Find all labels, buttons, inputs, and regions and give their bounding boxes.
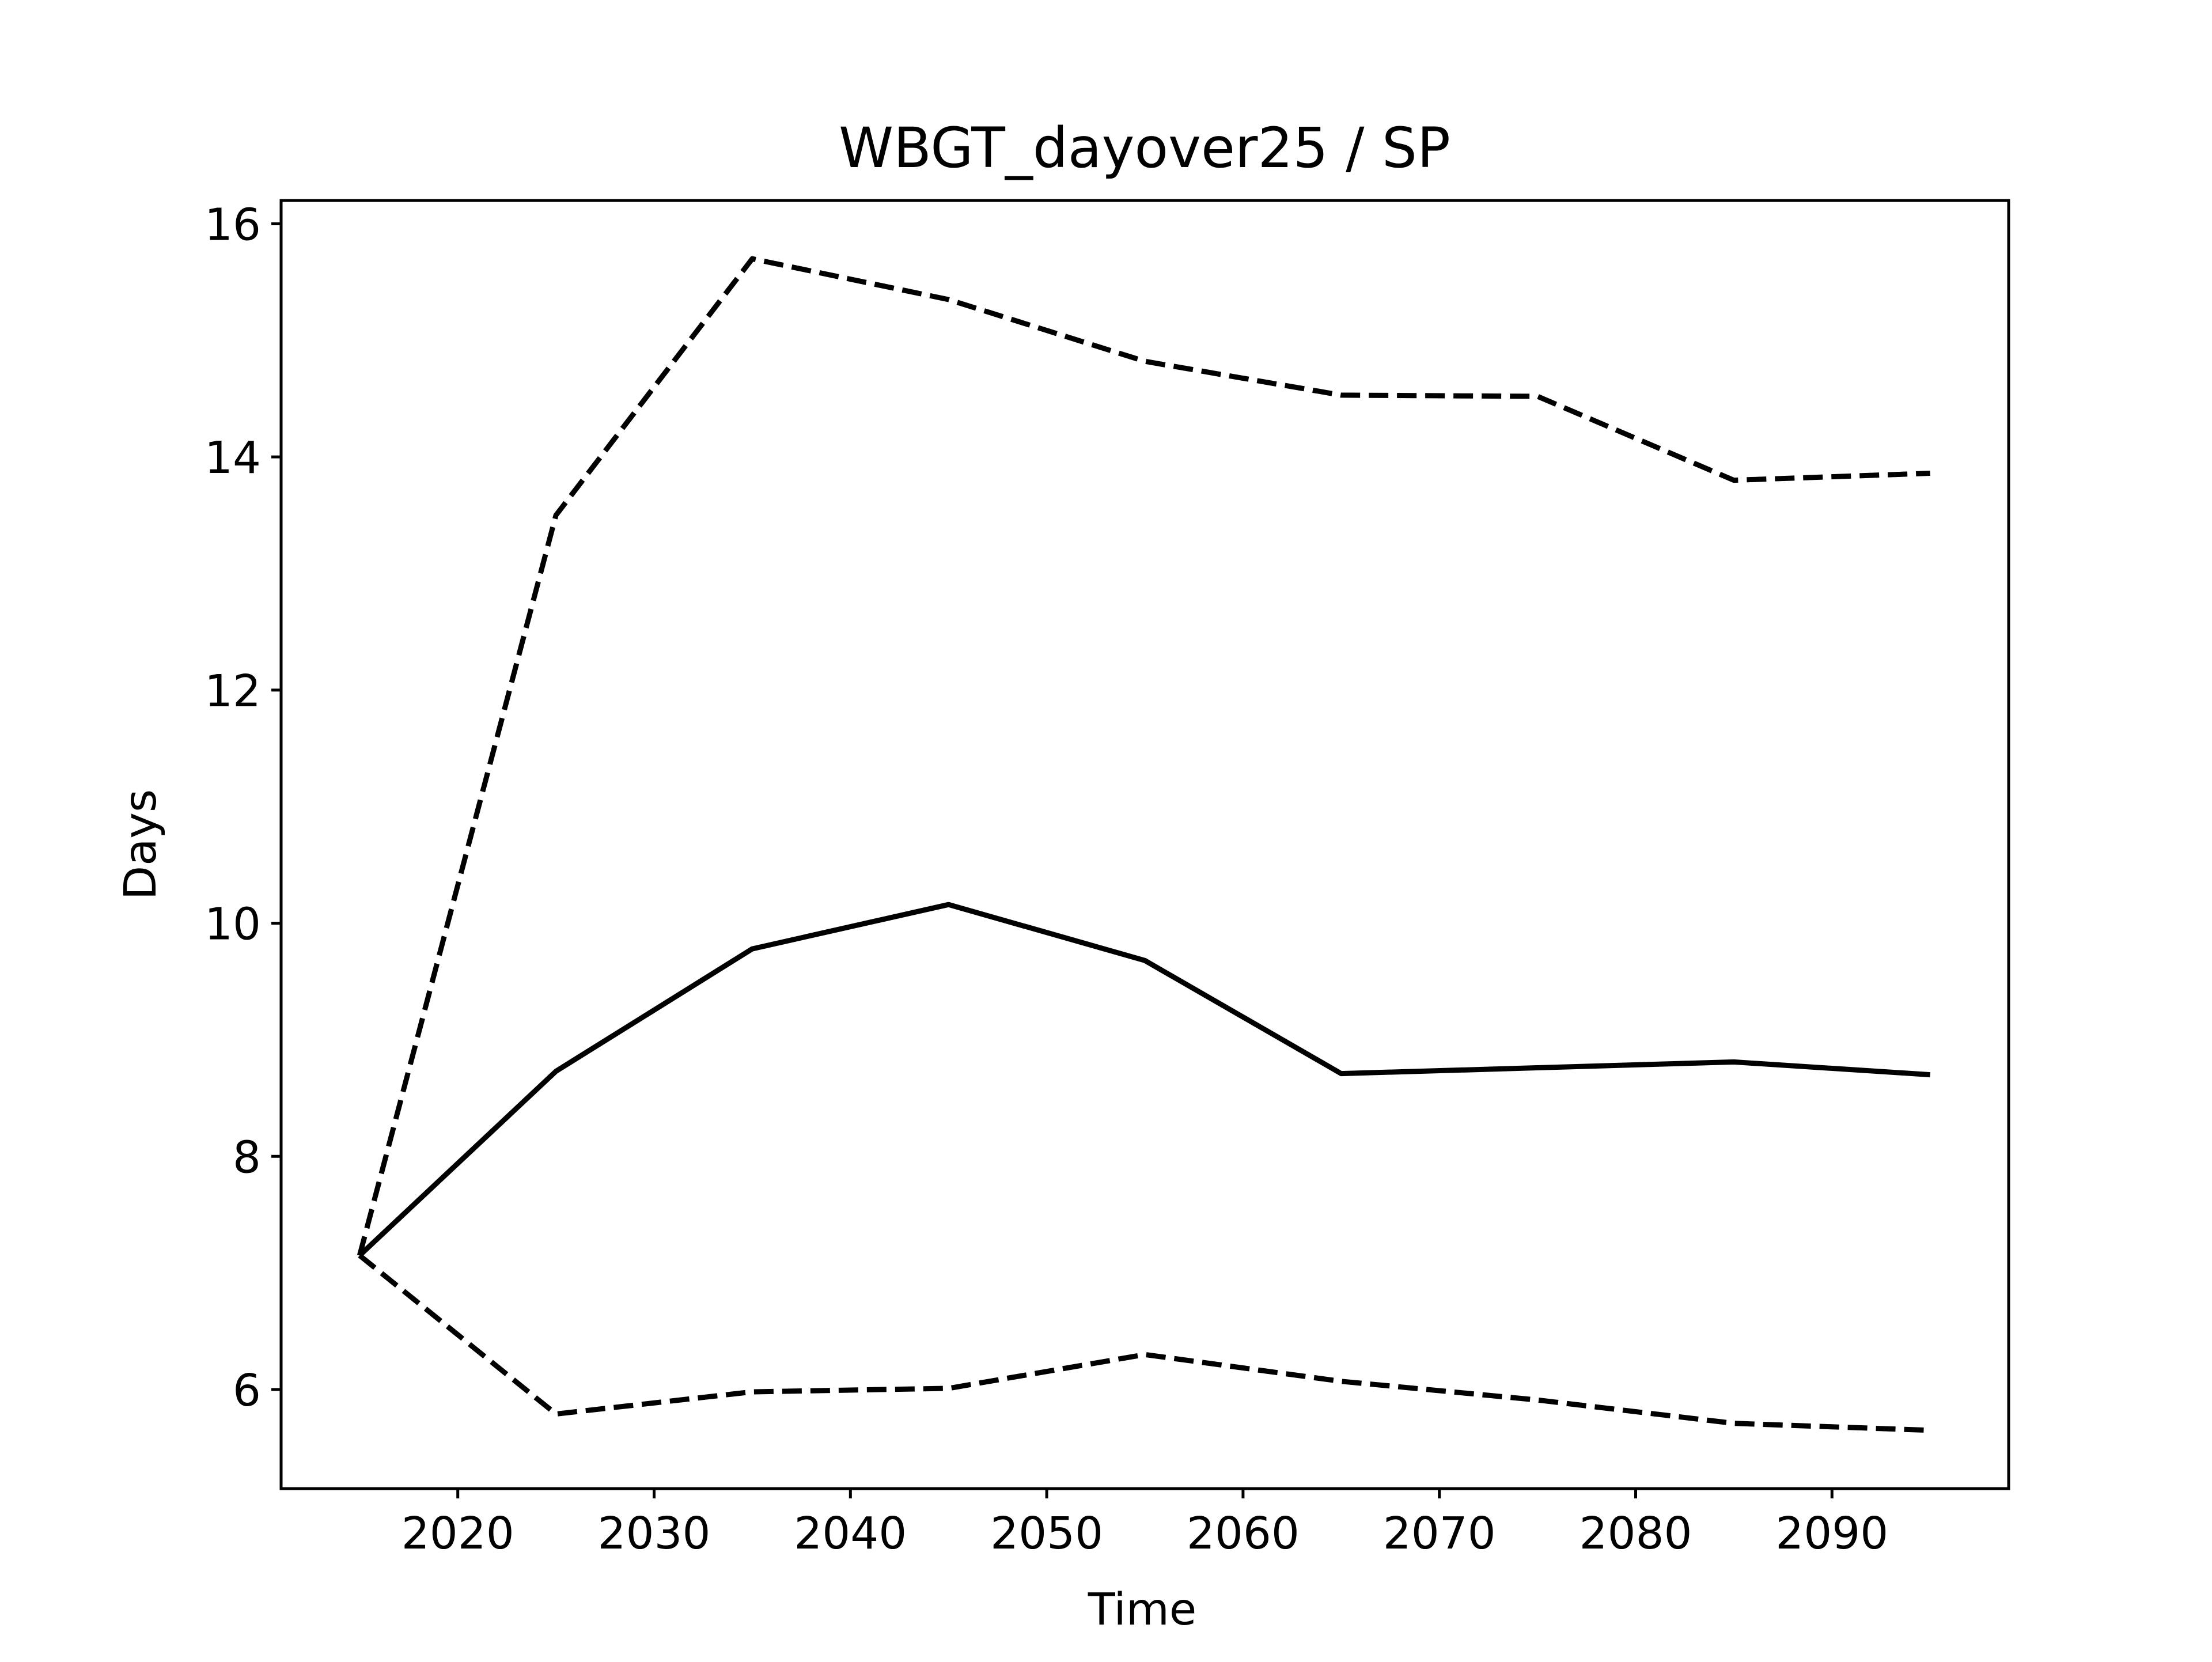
y-tick-label: 14 [204,433,261,484]
x-tick-label: 2060 [1187,1508,1300,1559]
x-tick-label: 2080 [1580,1508,1692,1559]
series-line-3 [358,1253,1930,1433]
x-tick-label: 2020 [402,1508,514,1559]
plot-area-frame [279,199,2010,1490]
x-tick-label: 2040 [794,1508,907,1559]
series-line-1 [357,256,1930,1256]
x-tick-label: 2070 [1383,1508,1496,1559]
y-tick-label: 16 [204,199,261,251]
chart-title: WBGT_dayover25 / SP [839,116,1450,180]
series-line-2 [358,902,1930,1258]
y-tick-label: 6 [233,1365,261,1417]
y-axis: 6 8 10 12 14 16 [204,199,281,1417]
y-tick-label: 10 [204,899,261,951]
y-tick-label: 12 [204,666,261,717]
x-axis: 2020 2030 2040 2050 2060 2070 2080 2090 [402,1489,1888,1559]
x-tick-label: 2090 [1775,1508,1888,1559]
x-tick-label: 2050 [990,1508,1103,1559]
x-tick-label: 2030 [598,1508,711,1559]
series-layer [357,256,1930,1433]
y-tick-label: 8 [233,1132,261,1183]
x-axis-title: Time [1088,1584,1196,1636]
y-axis-title: Days [115,789,166,900]
